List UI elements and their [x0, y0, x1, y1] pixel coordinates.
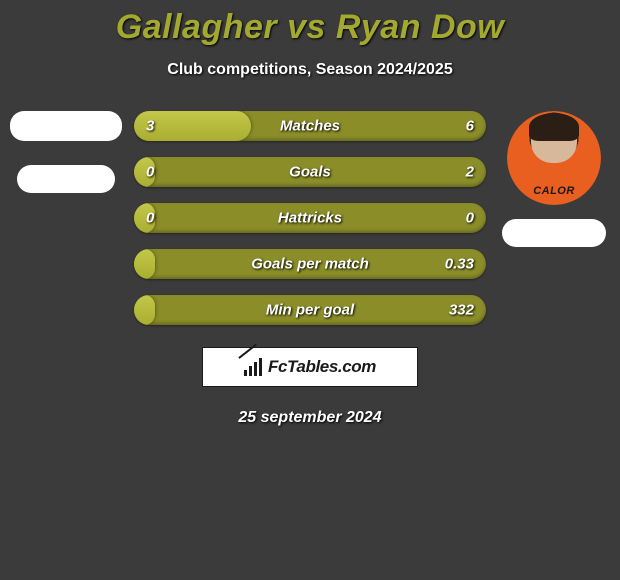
jersey-sponsor-text: CALOR	[533, 185, 575, 197]
stat-bar-goals: 0 Goals 2	[134, 157, 486, 187]
stat-bar-matches: 3 Matches 6	[134, 111, 486, 141]
stat-right-value: 332	[449, 302, 474, 319]
source-logo[interactable]: FcTables.com	[202, 347, 418, 387]
page-title: Gallagher vs Ryan Dow	[0, 0, 620, 47]
player-left-col	[4, 111, 128, 193]
player-right-placeholder	[502, 219, 606, 247]
stat-label: Min per goal	[266, 302, 354, 319]
stat-right-value: 0	[466, 210, 474, 227]
stat-bars: 3 Matches 6 0 Goals 2 0 Hattricks 0 Goal…	[128, 111, 492, 325]
player-left-placeholder-2	[17, 165, 115, 193]
stat-left-value: 0	[146, 164, 154, 181]
stat-label: Hattricks	[278, 210, 342, 227]
avatar-image: CALOR	[507, 111, 601, 205]
stat-right-value: 2	[466, 164, 474, 181]
content-row: 3 Matches 6 0 Goals 2 0 Hattricks 0 Goal…	[0, 111, 620, 325]
subtitle: Club competitions, Season 2024/2025	[0, 61, 620, 79]
bar-fill	[134, 249, 155, 279]
stat-right-value: 6	[466, 118, 474, 135]
stat-left-value: 0	[146, 210, 154, 227]
stat-label: Goals	[289, 164, 331, 181]
stat-right-value: 0.33	[445, 256, 474, 273]
stat-label: Goals per match	[251, 256, 369, 273]
logo-text: FcTables.com	[268, 357, 376, 377]
player-right-col: CALOR	[492, 111, 616, 247]
player-left-placeholder-1	[10, 111, 122, 141]
player-right-avatar: CALOR	[507, 111, 601, 205]
stat-bar-min-per-goal: Min per goal 332	[134, 295, 486, 325]
bar-fill	[134, 295, 155, 325]
stat-bar-goals-per-match: Goals per match 0.33	[134, 249, 486, 279]
stat-label: Matches	[280, 118, 340, 135]
date-line: 25 september 2024	[0, 409, 620, 427]
stat-bar-hattricks: 0 Hattricks 0	[134, 203, 486, 233]
bar-chart-icon	[244, 358, 264, 376]
stat-left-value: 3	[146, 118, 154, 135]
comparison-infographic: Gallagher vs Ryan Dow Club competitions,…	[0, 0, 620, 427]
